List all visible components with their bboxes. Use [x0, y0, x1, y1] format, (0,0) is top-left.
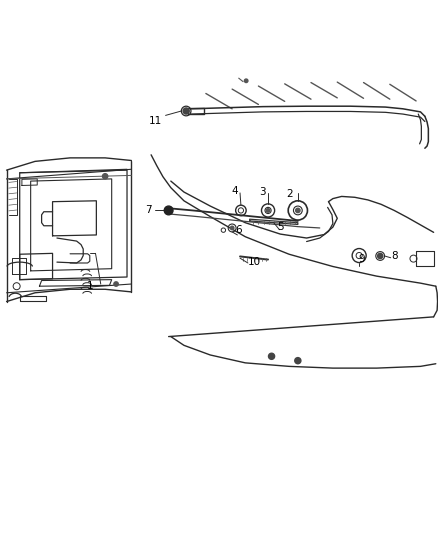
Text: 9: 9	[358, 254, 365, 264]
Text: 7: 7	[145, 205, 152, 215]
Text: 11: 11	[149, 116, 162, 126]
Text: 6: 6	[235, 225, 242, 235]
Text: 10: 10	[247, 257, 261, 267]
Circle shape	[378, 253, 383, 259]
Circle shape	[244, 79, 248, 83]
Circle shape	[266, 209, 270, 212]
Text: 2: 2	[286, 189, 293, 199]
Circle shape	[296, 208, 300, 213]
Circle shape	[102, 174, 108, 179]
Text: 8: 8	[391, 251, 398, 261]
Text: 4: 4	[231, 186, 238, 196]
Circle shape	[268, 353, 275, 359]
Text: 5: 5	[277, 222, 284, 232]
Circle shape	[230, 226, 234, 230]
Circle shape	[114, 282, 118, 286]
Text: 3: 3	[259, 187, 266, 197]
Text: 1: 1	[86, 281, 93, 291]
Circle shape	[295, 358, 301, 364]
Circle shape	[164, 206, 173, 215]
Circle shape	[183, 108, 189, 114]
